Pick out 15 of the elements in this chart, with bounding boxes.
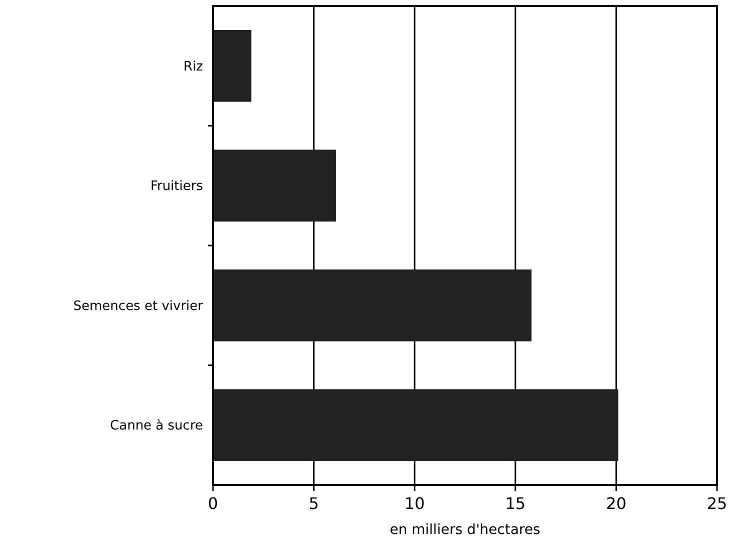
bar (213, 389, 618, 462)
x-axis-title: en milliers d'hectares (390, 522, 540, 538)
x-tick-label: 0 (208, 494, 218, 513)
x-tick-label: 15 (505, 494, 526, 513)
x-tick-label: 10 (404, 494, 425, 513)
y-tick-label: Fruitiers (150, 179, 204, 194)
x-tick-label: 20 (606, 494, 626, 513)
bar (213, 150, 336, 222)
y-tick-label: Semences et vivrier (73, 298, 204, 314)
x-tick-label: 25 (706, 494, 728, 513)
bar (213, 269, 532, 342)
bar (213, 30, 252, 102)
x-tick-label: 5 (308, 494, 319, 513)
y-tick-label: Canne à sucre (110, 418, 203, 434)
y-tick-label: Riz (184, 59, 204, 74)
